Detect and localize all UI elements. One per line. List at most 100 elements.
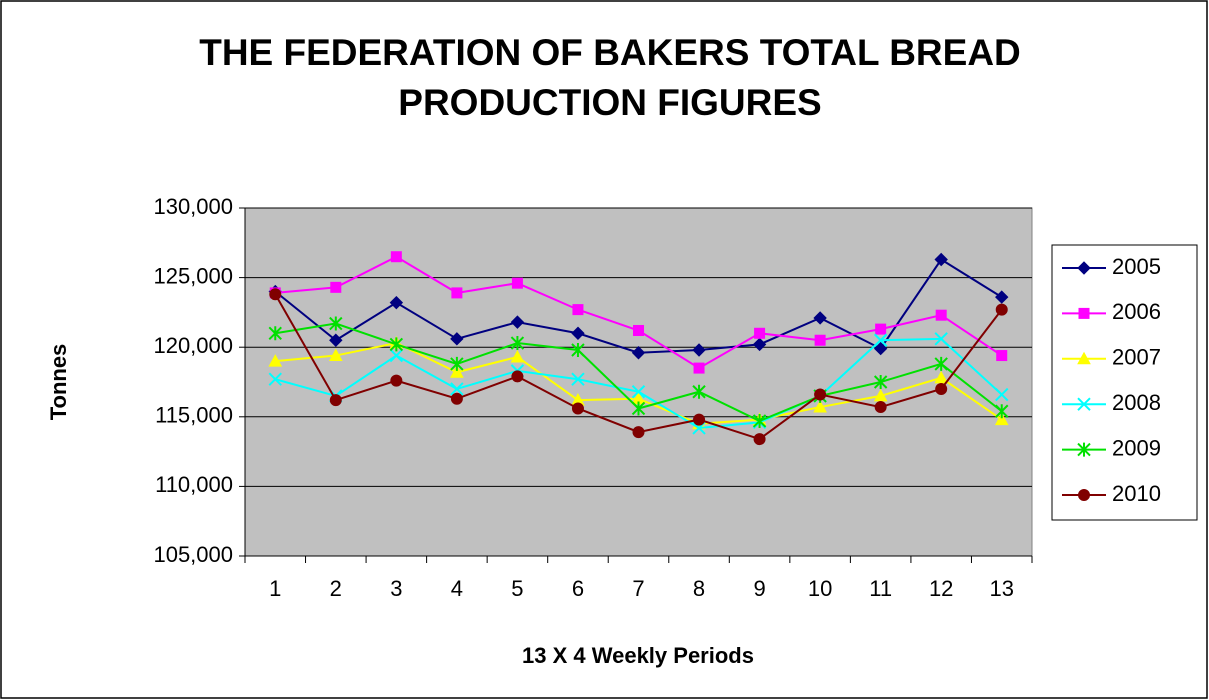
marker — [995, 404, 1009, 419]
marker — [693, 413, 706, 426]
marker — [875, 323, 887, 335]
marker — [752, 337, 767, 352]
x-tick-label: 13 — [989, 576, 1013, 601]
marker — [935, 309, 947, 321]
marker — [511, 277, 523, 289]
marker — [692, 343, 706, 357]
x-tick-label: 4 — [451, 576, 463, 601]
x-tick-label: 2 — [330, 576, 342, 601]
legend-label: 2007 — [1112, 345, 1161, 370]
marker — [995, 290, 1009, 304]
marker — [934, 332, 948, 346]
legend-marker — [1077, 261, 1091, 275]
marker — [813, 311, 827, 325]
legend-label: 2008 — [1112, 390, 1161, 415]
marker — [329, 394, 342, 407]
x-axis-label: 13 X 4 Weekly Periods — [522, 643, 754, 668]
x-tick-label: 1 — [269, 576, 281, 601]
marker — [874, 401, 887, 414]
legend-marker — [1078, 489, 1090, 501]
marker — [268, 354, 283, 367]
y-axis-label: Tonnes — [46, 344, 71, 421]
marker — [450, 392, 463, 405]
y-tick-label: 125,000 — [153, 263, 233, 288]
marker — [571, 326, 585, 340]
legend-label: 2005 — [1112, 254, 1161, 279]
legend-label: 2010 — [1112, 481, 1161, 506]
x-tick-label: 7 — [632, 576, 644, 601]
chart-title: THE FEDERATION OF BAKERS TOTAL BREAD PRO… — [199, 32, 1021, 123]
plot-area — [244, 207, 1033, 557]
x-tick-label: 5 — [511, 576, 523, 601]
marker — [450, 332, 464, 346]
marker — [510, 336, 525, 351]
marker — [934, 370, 949, 384]
marker — [754, 327, 766, 339]
marker — [450, 356, 464, 371]
marker — [935, 382, 948, 395]
marker — [873, 388, 888, 402]
y-tick-label: 105,000 — [153, 542, 233, 567]
marker — [693, 362, 705, 374]
marker — [451, 287, 463, 299]
marker — [632, 426, 645, 439]
marker — [572, 304, 584, 316]
x-tick-label: 6 — [572, 576, 584, 601]
marker — [752, 413, 767, 428]
y-tick-label: 130,000 — [153, 194, 233, 219]
y-tick-label: 115,000 — [155, 403, 233, 428]
marker — [268, 372, 282, 386]
x-tick-label: 12 — [929, 576, 953, 601]
marker — [329, 316, 343, 331]
legend-marker — [1078, 307, 1090, 319]
legend-label: 2006 — [1112, 299, 1161, 324]
x-tick-label: 3 — [390, 576, 402, 601]
marker — [390, 251, 402, 263]
marker — [814, 334, 826, 346]
legend-marker — [1077, 442, 1091, 457]
marker — [571, 372, 585, 386]
marker — [268, 326, 282, 341]
marker — [934, 252, 948, 267]
y-tick-label: 120,000 — [153, 333, 233, 358]
marker — [389, 348, 404, 363]
marker — [328, 348, 343, 362]
marker — [389, 337, 404, 352]
marker — [269, 288, 282, 301]
marker — [873, 341, 888, 356]
x-tick-label: 11 — [869, 576, 892, 601]
marker — [995, 303, 1008, 316]
marker — [633, 324, 644, 336]
marker — [389, 295, 404, 310]
marker — [330, 281, 342, 293]
marker — [510, 349, 525, 363]
marker — [996, 350, 1008, 362]
marker — [450, 382, 464, 396]
marker — [390, 374, 403, 387]
marker — [995, 387, 1009, 402]
marker — [813, 400, 827, 413]
legend-label: 2009 — [1112, 435, 1161, 460]
marker — [510, 315, 525, 329]
marker — [994, 412, 1009, 426]
x-tick-label: 8 — [693, 576, 705, 601]
marker — [571, 342, 585, 357]
marker — [692, 384, 706, 399]
marker — [873, 375, 888, 389]
marker — [329, 333, 343, 347]
marker — [511, 370, 524, 383]
marker — [571, 402, 584, 415]
y-tick-label: 110,000 — [155, 472, 233, 497]
legend-box — [1051, 244, 1198, 521]
legend-marker — [1077, 351, 1091, 365]
marker — [934, 356, 948, 371]
marker — [814, 388, 827, 401]
marker — [450, 365, 464, 378]
x-tick-label: 9 — [753, 576, 765, 601]
marker — [873, 333, 888, 347]
marker — [631, 346, 646, 360]
legend-marker — [1077, 397, 1091, 411]
marker — [631, 401, 646, 416]
